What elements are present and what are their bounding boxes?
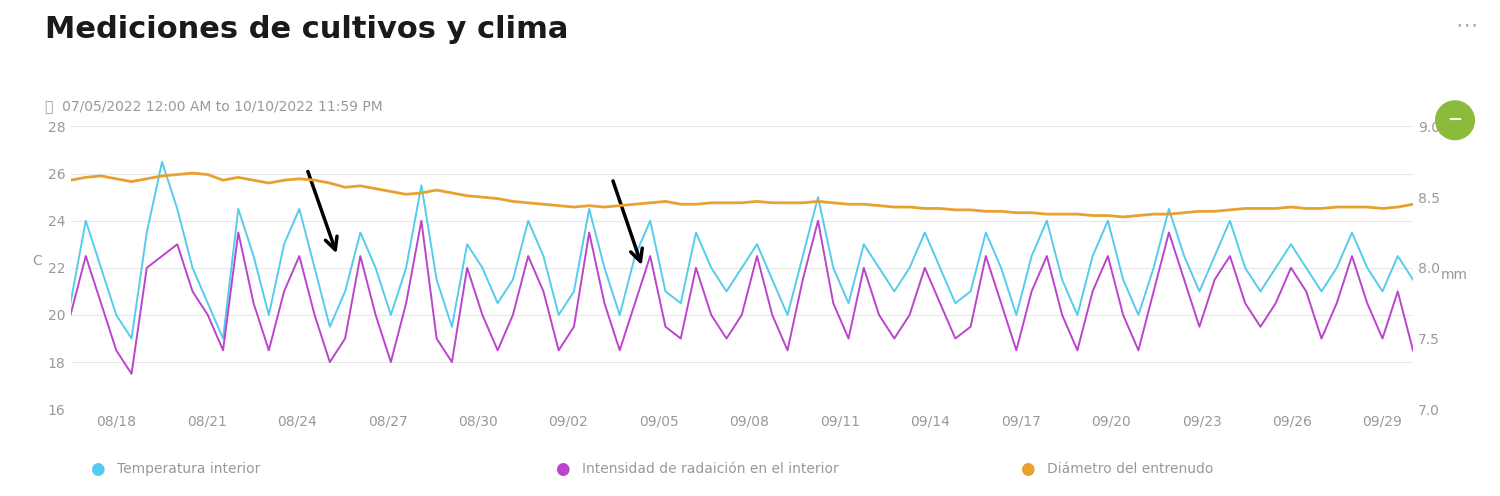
Text: Intensidad de radaición en el interior: Intensidad de radaición en el interior: [582, 462, 838, 476]
Text: Diámetro del entrenudo: Diámetro del entrenudo: [1047, 462, 1214, 476]
Text: 📅  07/05/2022 12:00 AM to 10/10/2022 11:59 PM: 📅 07/05/2022 12:00 AM to 10/10/2022 11:5…: [45, 99, 382, 113]
Text: ●: ●: [90, 460, 105, 478]
Y-axis label: C: C: [32, 254, 42, 268]
Text: Temperatura interior: Temperatura interior: [117, 462, 261, 476]
Text: ●: ●: [555, 460, 570, 478]
Text: ⋯: ⋯: [1455, 15, 1478, 35]
Text: ●: ●: [1020, 460, 1035, 478]
Circle shape: [1436, 101, 1474, 139]
Text: −: −: [1448, 111, 1462, 129]
Y-axis label: mm: mm: [1440, 268, 1467, 282]
Text: Mediciones de cultivos y clima: Mediciones de cultivos y clima: [45, 15, 568, 44]
